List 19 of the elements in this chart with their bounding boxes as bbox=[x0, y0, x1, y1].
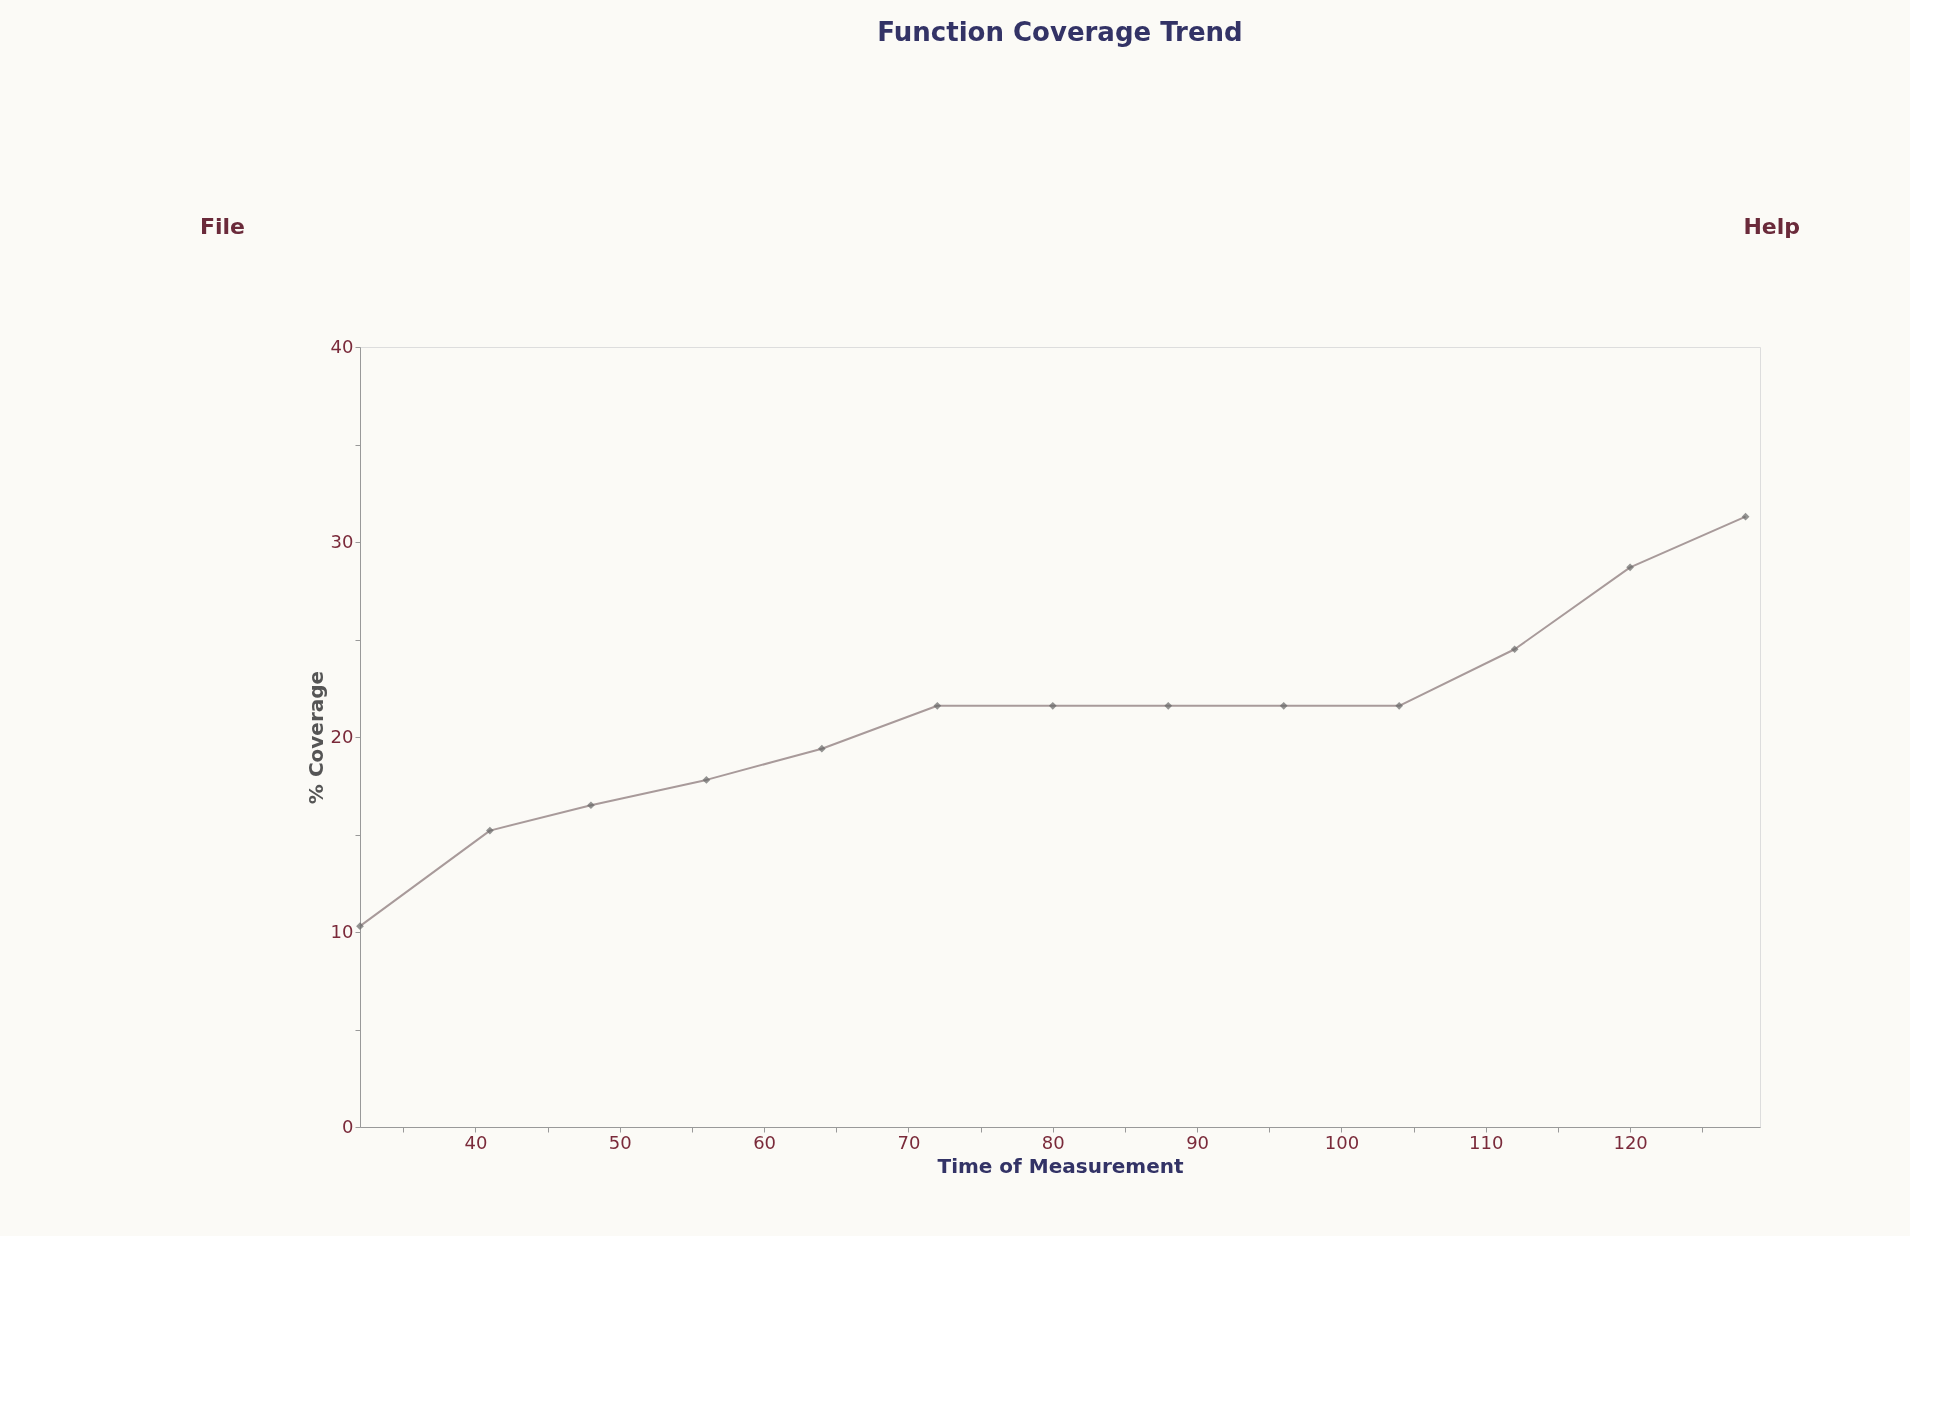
x-tick-label: 120 bbox=[1613, 1131, 1648, 1153]
x-tick-label: 70 bbox=[897, 1131, 921, 1153]
y-axis-title: % Coverage bbox=[303, 670, 328, 805]
x-tick-label: 40 bbox=[464, 1131, 488, 1153]
x-tick-label: 110 bbox=[1469, 1131, 1504, 1153]
y-tick-label: 10 bbox=[330, 920, 354, 942]
chart-title: Function Coverage Trend bbox=[877, 17, 1243, 47]
y-tick-label: 0 bbox=[342, 1115, 354, 1137]
x-tick-label: 80 bbox=[1041, 1131, 1065, 1153]
text: Help bbox=[1743, 214, 1800, 239]
y-tick-label: 40 bbox=[330, 335, 354, 357]
x-tick-label: 90 bbox=[1186, 1131, 1210, 1153]
x-tick-label: 100 bbox=[1324, 1131, 1360, 1153]
x-axis-title: Time of Measurement bbox=[937, 1153, 1184, 1178]
text: File bbox=[200, 214, 246, 239]
y-tick-label: 20 bbox=[330, 725, 354, 747]
y-tick-label: 30 bbox=[330, 530, 354, 552]
x-tick-label: 60 bbox=[753, 1131, 777, 1153]
x-tick-label: 50 bbox=[608, 1131, 632, 1153]
